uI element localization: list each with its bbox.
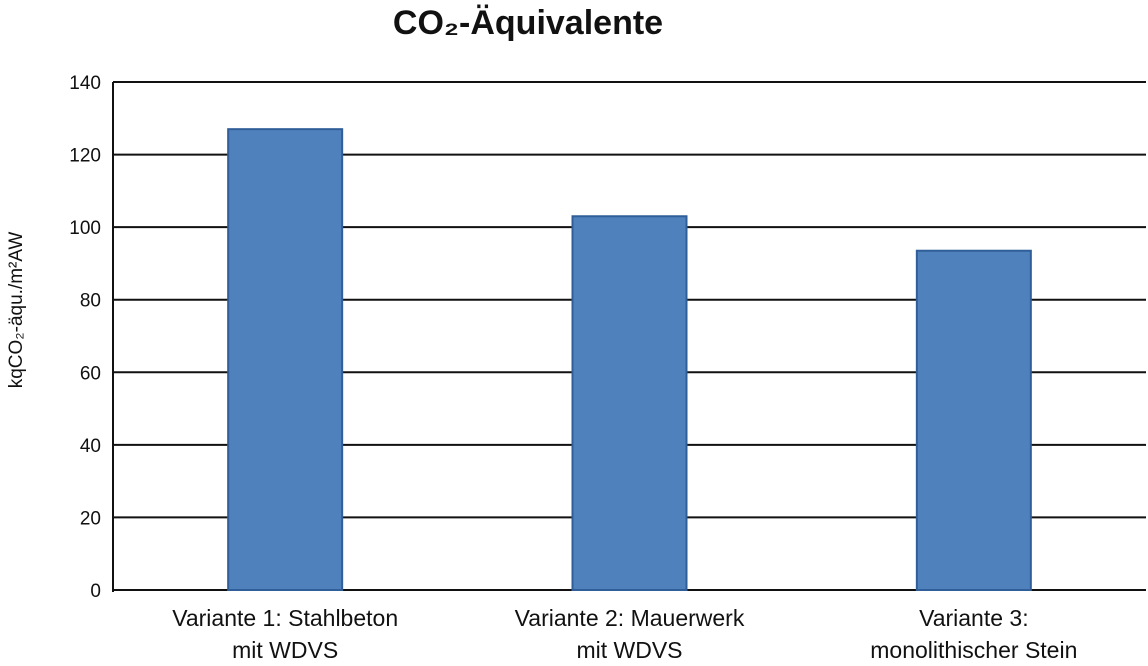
x-category-label-1: Variante 1: Stahlbeton mit WDVS [172,605,398,663]
y-tick-label-100: 100 [69,218,101,239]
x-category-label-line: Variante 2: Mauerwerk [515,605,745,631]
y-tick-label-0: 0 [90,581,101,602]
x-category-label-2: Variante 2: Mauerwerk mit WDVS [515,605,745,663]
y-tick-label-140: 140 [69,73,101,94]
x-category-label-line: Variante 1: Stahlbeton [172,605,398,631]
y-axis-label: kqCO₂-äqu./m²AW [6,232,27,389]
x-category-label-line: mit WDVS [576,637,682,663]
y-tick-label-120: 120 [69,146,101,167]
bar-2 [571,215,688,591]
y-tick-label-40: 40 [80,436,101,457]
x-category-label-line: monolithischer Stein [870,637,1077,663]
x-category-label-line: mit WDVS [232,637,338,663]
x-category-label-3: Variante 3: monolithischer Stein [870,605,1077,663]
bar-1 [227,128,344,592]
x-category-label-line: Variante 3: [919,605,1029,631]
bar-3 [915,249,1032,591]
chart-title: CO₂-Äquivalente [393,4,663,42]
y-tick-label-60: 60 [80,363,101,384]
y-tick-label-20: 20 [80,508,101,529]
y-tick-label-80: 80 [80,291,101,312]
y-axis-ticks: 0 20 40 60 80 100 120 140 [69,73,101,602]
bars [227,128,1032,592]
